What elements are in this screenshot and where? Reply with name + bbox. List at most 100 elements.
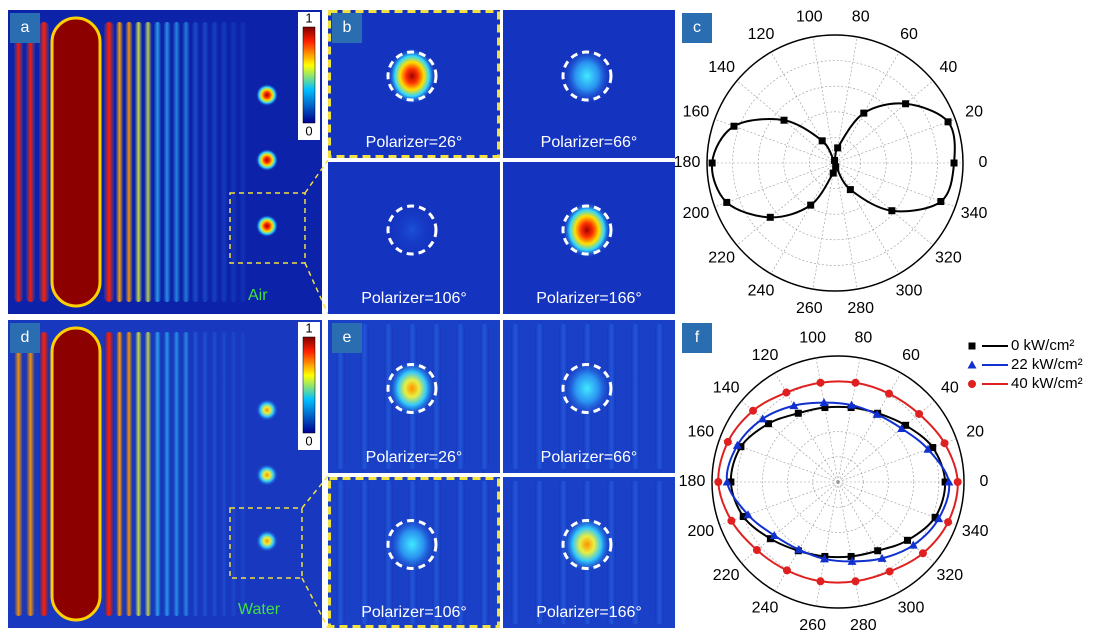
medium-label: Air — [248, 287, 268, 304]
grid-spoke — [837, 438, 957, 483]
data-point — [888, 207, 896, 215]
data-point — [794, 409, 802, 417]
data-point — [950, 159, 958, 167]
dashed-circle — [386, 50, 438, 102]
dashed-circle — [386, 519, 438, 570]
data-point — [722, 477, 732, 486]
data-point — [918, 549, 927, 558]
angle-tick-label: 40 — [941, 379, 959, 396]
fringe — [384, 324, 393, 469]
fringe — [230, 332, 237, 616]
data-point — [851, 577, 860, 586]
panel-label: b — [343, 19, 352, 36]
fringe — [125, 332, 133, 616]
fringe — [211, 332, 218, 616]
polarizer-label: Polarizer=26° — [366, 449, 463, 466]
data-point — [732, 440, 742, 449]
fringe — [182, 332, 190, 616]
zoom-line — [304, 262, 329, 315]
zoom-line — [301, 577, 329, 629]
angle-tick-label: 280 — [847, 300, 874, 317]
data-point — [819, 398, 829, 407]
grid-spoke — [837, 481, 935, 564]
angle-tick-label: 60 — [902, 347, 920, 364]
angle-tick-label: 340 — [961, 205, 988, 222]
data-point — [723, 437, 732, 446]
data-point — [780, 116, 788, 124]
angle-tick-label: 20 — [966, 423, 984, 440]
data-point — [934, 514, 944, 523]
fringe — [163, 22, 171, 302]
data-point — [789, 401, 799, 410]
data-point — [940, 439, 949, 448]
fringe — [336, 324, 345, 469]
data-point — [897, 424, 907, 433]
data-point — [782, 388, 791, 397]
fringe — [655, 481, 664, 624]
fringe — [144, 22, 152, 302]
spot — [256, 215, 278, 237]
zoom-line — [304, 159, 329, 194]
data-point — [929, 444, 937, 452]
spot — [256, 84, 278, 106]
data-point — [727, 478, 735, 486]
spot — [256, 399, 278, 421]
angle-tick-label: 240 — [748, 282, 775, 299]
data-point — [727, 516, 736, 525]
spot — [256, 530, 278, 552]
panel-label-box — [10, 323, 40, 353]
angle-tick-label: 40 — [939, 59, 957, 76]
data-point — [737, 443, 745, 451]
angle-tick-label: 160 — [687, 423, 714, 440]
polarizer-label: Polarizer=166° — [536, 604, 642, 621]
angle-tick-label: 0 — [979, 154, 988, 171]
highlight-border — [328, 10, 500, 158]
dashed-circle — [561, 519, 613, 570]
data-point — [931, 513, 939, 521]
data-point — [752, 546, 761, 555]
data-point — [877, 553, 887, 562]
fringe — [480, 481, 489, 624]
angle-tick-label: 260 — [799, 617, 826, 631]
angle-tick-label: 280 — [850, 617, 877, 631]
grid-spoke — [741, 400, 839, 483]
dashed-circle — [561, 50, 613, 102]
fringe — [336, 481, 345, 624]
angle-tick-label: 160 — [683, 104, 710, 121]
dashed-circle — [561, 204, 613, 256]
fringe — [26, 332, 35, 616]
data-point — [847, 552, 855, 560]
angle-tick-label: 300 — [896, 282, 923, 299]
fringe — [26, 22, 35, 302]
spot — [388, 202, 436, 258]
spot — [388, 48, 436, 104]
panel-label: a — [21, 19, 30, 36]
highlight-border — [328, 477, 500, 628]
fringe — [14, 332, 23, 616]
grid-spoke — [812, 162, 836, 290]
fringe — [432, 481, 441, 624]
data-point — [819, 554, 829, 563]
polarizer-label: Polarizer=166° — [536, 290, 642, 307]
grid-spoke — [714, 118, 836, 164]
zoom-box — [229, 507, 303, 579]
data-point — [832, 163, 840, 171]
angle-tick-label: 120 — [748, 26, 775, 43]
fringe — [154, 332, 161, 616]
angle-tick-label: 140 — [708, 59, 735, 76]
fringe — [163, 332, 171, 616]
grid-spoke — [834, 80, 934, 164]
fringe — [201, 22, 209, 302]
grid-spoke — [714, 162, 836, 208]
angle-tick-label: 180 — [679, 473, 706, 490]
dashed-circle — [561, 363, 613, 414]
angle-tick-label: 320 — [936, 567, 963, 584]
grid-spoke — [834, 118, 956, 164]
grid-spoke — [834, 162, 900, 275]
fringe — [360, 481, 369, 624]
grid-spoke — [834, 162, 956, 208]
data-point — [937, 198, 945, 206]
medium-label: Water — [238, 601, 281, 618]
data-point — [908, 540, 918, 549]
data-point — [834, 144, 842, 152]
